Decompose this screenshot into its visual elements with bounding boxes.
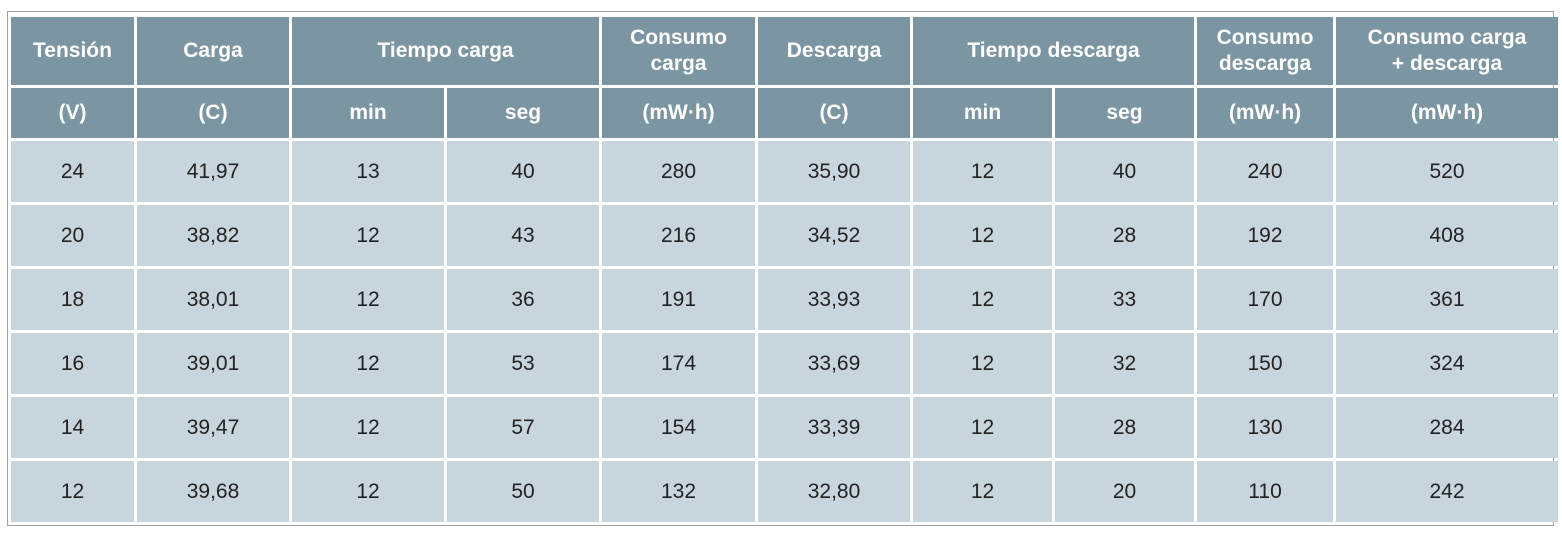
column-header: Consumo carga + descarga — [1336, 17, 1559, 85]
table-frame: Tensión Carga Tiempo carga Consumo carga Des… — [7, 11, 1559, 526]
data-cell: 170 — [1197, 269, 1334, 330]
data-cell: 24 — [11, 141, 134, 202]
data-cell: 16 — [11, 333, 134, 394]
data-cell: 57 — [447, 397, 600, 458]
unit-header: (mW·h) — [602, 88, 756, 138]
units-row: (V) (C) min seg (mW·h) (C) min seg (mW·h) (mW·h) — [11, 88, 1559, 138]
data-cell: 12 — [292, 205, 444, 266]
data-row: 14 39,47 12 57 154 33,39 12 28 130 284 — [11, 397, 1559, 458]
data-cell: 361 — [1336, 269, 1559, 330]
column-header: Tiempo carga — [292, 17, 600, 85]
data-cell: 18 — [11, 269, 134, 330]
data-cell: 12 — [913, 269, 1053, 330]
data-cell: 154 — [602, 397, 756, 458]
unit-header: (V) — [11, 88, 134, 138]
data-cell: 520 — [1336, 141, 1559, 202]
data-cell: 12 — [913, 461, 1053, 522]
data-cell: 40 — [447, 141, 600, 202]
data-row: 16 39,01 12 53 174 33,69 12 32 150 324 — [11, 333, 1559, 394]
data-cell: 132 — [602, 461, 756, 522]
data-cell: 12 — [292, 461, 444, 522]
column-header: Consumo carga — [602, 17, 756, 85]
data-row: 12 39,68 12 50 132 32,80 12 20 110 242 — [11, 461, 1559, 522]
data-cell: 12 — [913, 397, 1053, 458]
data-cell: 174 — [602, 333, 756, 394]
data-cell: 12 — [913, 141, 1053, 202]
data-cell: 20 — [1055, 461, 1195, 522]
data-cell: 192 — [1197, 205, 1334, 266]
data-cell: 284 — [1336, 397, 1559, 458]
column-header: Tensión — [11, 17, 134, 85]
column-header: Descarga — [758, 17, 911, 85]
data-cell: 32,80 — [758, 461, 911, 522]
data-cell: 35,90 — [758, 141, 911, 202]
data-cell: 324 — [1336, 333, 1559, 394]
data-cell: 216 — [602, 205, 756, 266]
data-cell: 191 — [602, 269, 756, 330]
table-body: Tensión Carga Tiempo carga Consumo carga Des… — [11, 17, 1559, 522]
data-cell: 33,69 — [758, 333, 911, 394]
column-header: Tiempo descarga — [913, 17, 1195, 85]
data-cell: 408 — [1336, 205, 1559, 266]
data-row: 24 41,97 13 40 280 35,90 12 40 240 520 — [11, 141, 1559, 202]
data-cell: 240 — [1197, 141, 1334, 202]
data-cell: 110 — [1197, 461, 1334, 522]
data-cell: 33,39 — [758, 397, 911, 458]
data-cell: 242 — [1336, 461, 1559, 522]
data-cell: 20 — [11, 205, 134, 266]
data-cell: 14 — [11, 397, 134, 458]
data-cell: 33 — [1055, 269, 1195, 330]
unit-header: seg — [447, 88, 600, 138]
data-cell: 28 — [1055, 397, 1195, 458]
data-cell: 34,52 — [758, 205, 911, 266]
column-header: Carga — [137, 17, 289, 85]
unit-header: (mW·h) — [1336, 88, 1559, 138]
unit-header: (C) — [758, 88, 911, 138]
data-cell: 40 — [1055, 141, 1195, 202]
data-cell: 12 — [292, 333, 444, 394]
data-cell: 32 — [1055, 333, 1195, 394]
data-cell: 130 — [1197, 397, 1334, 458]
data-cell: 13 — [292, 141, 444, 202]
data-cell: 12 — [913, 333, 1053, 394]
data-cell: 39,47 — [137, 397, 289, 458]
data-cell: 28 — [1055, 205, 1195, 266]
data-cell: 43 — [447, 205, 600, 266]
data-cell: 12 — [11, 461, 134, 522]
data-cell: 33,93 — [758, 269, 911, 330]
data-cell: 39,01 — [137, 333, 289, 394]
unit-header: min — [913, 88, 1053, 138]
data-row: 20 38,82 12 43 216 34,52 12 28 192 408 — [11, 205, 1559, 266]
unit-header: (mW·h) — [1197, 88, 1334, 138]
data-cell: 39,68 — [137, 461, 289, 522]
data-table: Tensión Carga Tiempo carga Consumo carga Des… — [8, 14, 1561, 525]
data-cell: 150 — [1197, 333, 1334, 394]
data-cell: 53 — [447, 333, 600, 394]
data-cell: 280 — [602, 141, 756, 202]
unit-header: seg — [1055, 88, 1195, 138]
data-cell: 38,82 — [137, 205, 289, 266]
unit-header: (C) — [137, 88, 289, 138]
unit-header: min — [292, 88, 444, 138]
data-cell: 12 — [913, 205, 1053, 266]
data-cell: 50 — [447, 461, 600, 522]
data-row: 18 38,01 12 36 191 33,93 12 33 170 361 — [11, 269, 1559, 330]
header-row: Tensión Carga Tiempo carga Consumo carga Des… — [11, 17, 1559, 85]
data-cell: 41,97 — [137, 141, 289, 202]
data-cell: 12 — [292, 397, 444, 458]
data-cell: 36 — [447, 269, 600, 330]
data-cell: 12 — [292, 269, 444, 330]
column-header: Consumo descarga — [1197, 17, 1334, 85]
data-cell: 38,01 — [137, 269, 289, 330]
